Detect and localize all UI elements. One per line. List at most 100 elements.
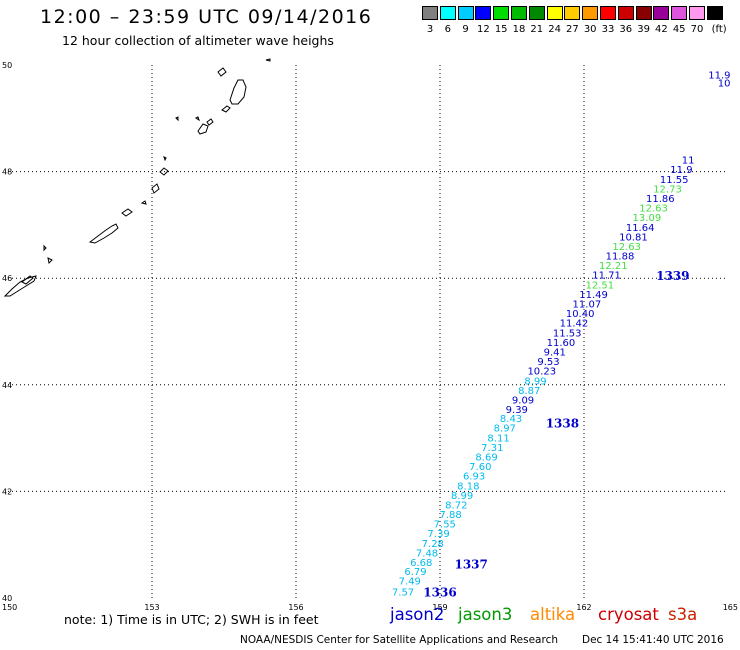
color-scale-swatch	[689, 6, 705, 20]
island-outline	[197, 123, 209, 135]
swh-reading: 11.60	[547, 338, 576, 349]
island-outline	[163, 156, 167, 162]
footer-credit: NOAA/NESDIS Center for Satellite Applica…	[240, 634, 558, 646]
pass-number-label: 1337	[454, 558, 487, 572]
color-scale-swatch	[564, 6, 581, 20]
latitude-labels: 50 48 46 44 42 40	[2, 61, 12, 603]
island-outline	[3, 275, 37, 297]
island-outline	[47, 257, 53, 265]
island-outline	[229, 79, 247, 105]
swh-reading: 7.39	[427, 529, 449, 540]
swh-reading: 10.23	[527, 367, 556, 378]
satellite-legend-jason2: jason2	[390, 605, 445, 624]
swh-reading: 7.28	[422, 539, 444, 550]
pass-number-label: 1338	[546, 416, 579, 430]
swh-reading: 7.57	[392, 587, 414, 598]
color-scale-swatch	[528, 6, 545, 20]
island-outline	[140, 200, 147, 205]
island-outline	[151, 183, 160, 194]
swh-reading: 8.99	[451, 491, 473, 502]
swh-reading: 6.68	[410, 558, 432, 569]
satellite-legend-altika: altika	[530, 605, 576, 624]
swh-reading: 8.69	[475, 452, 497, 463]
latitude-label: 50	[2, 61, 12, 70]
satellite-legend-jason3: jason3	[458, 605, 513, 624]
island-outline	[88, 223, 119, 244]
longitude-label: 159	[432, 603, 447, 612]
latitude-label: 42	[2, 487, 12, 496]
color-scale-swatch	[457, 6, 474, 20]
swh-reading: 11	[682, 156, 695, 167]
swh-reading: 7.48	[416, 548, 438, 559]
swh-reading: 8.11	[487, 433, 509, 444]
swh-reading: 12.63	[639, 204, 668, 215]
longitude-label: 165	[723, 603, 738, 612]
swh-reading: 13.09	[633, 213, 662, 224]
swh-reading: 11.71	[592, 271, 621, 282]
color-scale-swatch	[439, 6, 456, 20]
color-scale-swatch	[617, 6, 634, 20]
color-scale-label: 39	[637, 24, 650, 35]
latitude-label: 48	[2, 168, 12, 177]
swh-reading: 8.43	[500, 414, 522, 425]
swh-reading: 11.55	[660, 175, 689, 186]
map-title: 12:00 – 23:59 UTC 09/14/2016	[40, 6, 373, 28]
swh-reading: 7.55	[434, 520, 456, 531]
swh-reading: 11.86	[646, 194, 675, 205]
color-scale-label: 12	[477, 24, 490, 35]
color-scale-unit: (ft)	[711, 24, 727, 35]
color-scale-swatch	[706, 6, 723, 20]
graticule	[8, 65, 728, 598]
longitude-label: 153	[144, 603, 159, 612]
color-scale-swatch	[475, 6, 492, 20]
pass-labels: 1336 1337 1338 1339	[423, 269, 689, 600]
color-scale-label: 18	[512, 24, 526, 35]
color-scale-label: 15	[494, 24, 508, 35]
swh-reading: 9.39	[506, 405, 528, 416]
island-outline	[195, 116, 200, 122]
swh-reading: 12.73	[653, 184, 682, 195]
swh-reading: 11.07	[573, 300, 602, 311]
swh-reading: 8.87	[518, 386, 540, 397]
footer-note: note: 1) Time is in UTC; 2) SWH is in fe…	[64, 612, 319, 627]
color-scale-swatch	[422, 6, 438, 20]
swh-reading: 9.53	[537, 357, 559, 368]
swh-reading: 11.88	[606, 252, 635, 263]
latitude-label: 44	[2, 381, 12, 390]
swh-reading: 7.88	[439, 510, 461, 521]
swh-reading: 11.9	[670, 165, 692, 176]
color-scale-swatch	[671, 6, 688, 20]
island-outline	[121, 208, 133, 217]
island-outline	[175, 116, 179, 122]
color-scale-swatch	[546, 6, 563, 20]
swh-reading: 8.18	[457, 481, 479, 492]
color-scale-label: 6	[444, 24, 451, 35]
color-scale-label: 42	[655, 24, 668, 35]
island-outline	[206, 118, 214, 126]
pass-number-label: 1336	[423, 585, 456, 599]
swh-reading: 10	[718, 78, 731, 89]
island-outline	[43, 244, 47, 252]
color-scale-swatch	[600, 6, 616, 20]
longitude-labels: 150 153 156 159 162 165	[2, 603, 738, 612]
swh-reading: 8.72	[445, 500, 467, 511]
color-scale-label: 9	[462, 24, 469, 35]
color-scale-label: 27	[566, 24, 579, 35]
longitude-label: 162	[576, 603, 591, 612]
swh-reading: 10.81	[619, 232, 648, 243]
satellite-legend-s3a: s3a	[668, 605, 698, 624]
swh-reading: 8.97	[494, 424, 516, 435]
swh-reading: 11.9	[708, 70, 730, 81]
color-scale-label: 30	[583, 24, 597, 35]
color-scale-swatch	[582, 6, 599, 20]
footer-timestamp: Dec 14 15:41:40 UTC 2016	[582, 634, 724, 646]
latitude-label: 40	[2, 594, 12, 603]
swh-reading: 9.09	[512, 395, 534, 406]
pass-number-label: 1339	[656, 269, 689, 283]
island-outline	[265, 58, 271, 62]
color-scale-label: 21	[530, 24, 544, 35]
swh-reading: 6.79	[404, 567, 426, 578]
color-scale-label: 3	[426, 24, 434, 35]
swh-reading: 8.99	[524, 376, 546, 387]
